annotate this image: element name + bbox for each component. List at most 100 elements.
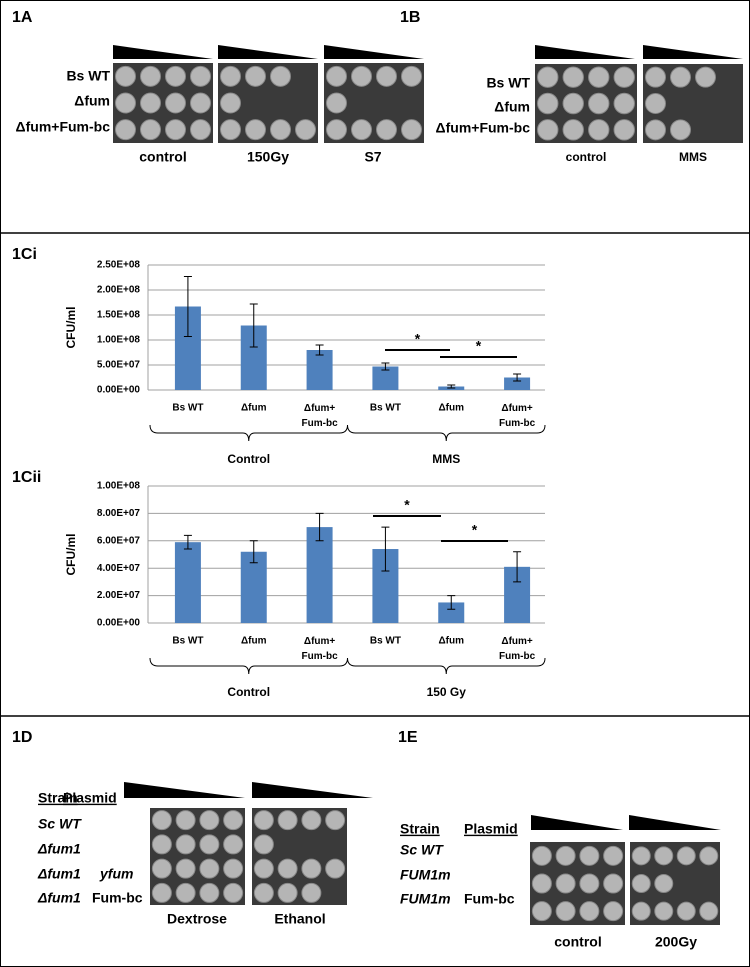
colony-spot [613,92,635,115]
colony-spot [351,119,372,141]
group-bracket [149,657,348,675]
colony-spot [401,65,422,87]
colony-spot [695,66,716,88]
colony-spot [223,834,244,855]
colony-spot [175,834,196,855]
colony-spot [245,119,266,141]
condition-label: MMS [679,150,707,164]
colony-spot [175,882,196,903]
bar [174,542,201,623]
colony-spot [220,65,241,87]
colony-spot [223,858,244,879]
panel-label: 1A [12,9,33,26]
colony-spot [537,119,559,141]
error-bar [447,384,456,389]
panel-label: 1D [12,729,32,746]
colony-spot [325,858,346,879]
strain-label: FUM1m [400,891,451,907]
bar [240,551,267,623]
colony-spot [199,834,220,855]
colony-spot [645,93,666,114]
colony-spot [223,810,244,831]
colony-spot [151,858,172,879]
colony-spot [301,858,322,879]
bar [372,366,399,390]
x-tick-label: Δfum+ Fum-bc [499,636,536,662]
column-header: Strain [400,821,440,837]
colony-spot [579,873,600,894]
x-tick-label: Δfum [438,636,464,647]
colony-spot [670,119,691,141]
colony-spot [562,66,584,88]
error-bar [315,512,324,542]
colony-spot [654,874,674,893]
colony-spot [401,119,422,141]
colony-spot [270,119,291,141]
colony-spot [301,882,322,903]
condition-label: 150Gy [247,149,289,165]
colony-spot [613,66,635,88]
colony-spot [631,846,651,866]
strain-label: Δfum+Fum-bc [16,119,111,135]
x-tick-label: Δfum+ Fum-bc [302,403,339,429]
strain-label: Bs WT [66,68,110,84]
strain-label: Δfum [494,99,530,115]
colony-spot [115,92,136,114]
colony-spot [613,119,635,141]
colony-spot [199,858,220,879]
error-bar [183,276,192,337]
x-tick-label: Bs WT [370,403,401,414]
colony-spot [326,92,347,114]
column-header: Plasmid [63,790,117,806]
dilution-wedge [531,815,623,830]
y-axis-label: CFU/ml [64,307,78,349]
significance-star: * [472,522,478,538]
dilution-wedge [324,45,424,59]
significance-star: * [404,497,410,513]
colony-spot [579,901,600,922]
bar [504,377,531,390]
y-tick-label: 6.00E+07 [97,535,141,546]
colony-spot [699,901,719,921]
colony-spot [588,119,610,141]
strain-label: Bs WT [486,75,530,91]
dilution-wedge [124,782,245,798]
group-label: Control [227,685,270,699]
colony-spot [151,810,172,831]
condition-label: control [139,149,186,165]
colony-spot [376,65,397,87]
y-tick-label: 0.00E+00 [97,385,141,396]
colony-spot [326,65,347,87]
colony-spot [555,873,576,894]
error-bar [381,362,390,371]
error-bar [183,534,192,550]
group-label: MMS [432,452,460,466]
y-tick-label: 2.50E+08 [97,260,141,271]
significance-star: * [476,338,482,354]
colony-spot [140,92,161,114]
colony-spot [295,119,316,141]
x-tick-label: Δfum [438,403,464,414]
strain-label: Sc WT [38,816,82,832]
group-label: Control [227,452,270,466]
colony-spot [245,65,266,87]
bar [306,350,333,390]
error-bar [513,373,522,382]
condition-label: control [566,150,607,164]
dilution-wedge [535,45,635,59]
condition-label: Ethanol [274,911,325,927]
colony-spot [199,810,220,831]
colony-spot [253,882,274,903]
x-tick-label: Δfum [241,403,267,414]
y-tick-label: 1.00E+08 [97,335,141,346]
colony-spot [165,65,186,87]
colony-spot [603,845,624,866]
colony-spot [115,119,136,141]
y-tick-label: 1.00E+08 [97,481,141,492]
x-tick-label: Bs WT [172,403,203,414]
colony-spot [562,92,584,115]
colony-spot [140,119,161,141]
colony-spot [631,901,651,921]
colony-spot [645,66,666,88]
